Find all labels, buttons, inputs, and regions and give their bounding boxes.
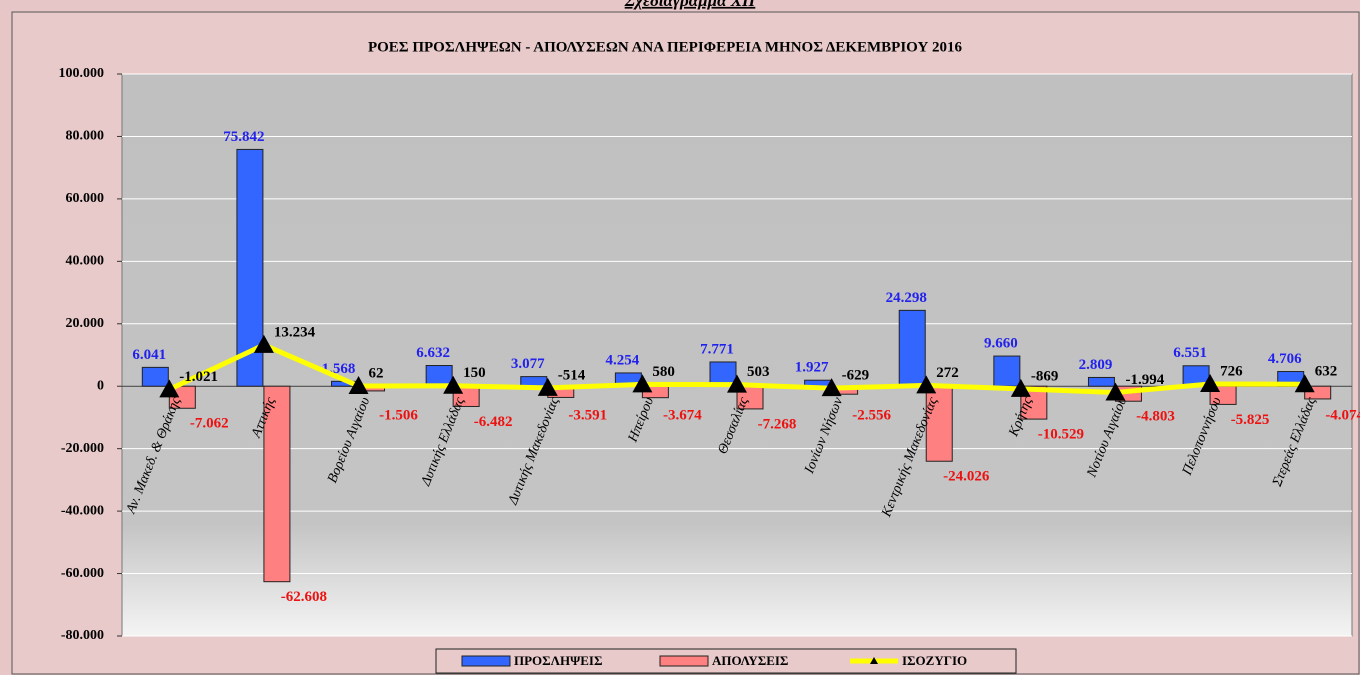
data-label: -62.608 <box>281 589 327 605</box>
data-label: -1.994 <box>1125 372 1164 388</box>
bar <box>898 309 926 387</box>
data-label: 726 <box>1220 363 1243 379</box>
legend-swatch <box>659 655 709 667</box>
data-label: -6.482 <box>474 414 513 430</box>
bar <box>993 355 1021 387</box>
data-label: -629 <box>842 368 870 384</box>
marker <box>632 374 653 393</box>
y-tick-label: -80.000 <box>61 628 104 643</box>
data-label: -10.529 <box>1038 427 1084 443</box>
legend-marker <box>870 657 878 664</box>
data-label: 150 <box>463 365 486 381</box>
data-label: 4.254 <box>606 352 640 368</box>
marker <box>159 379 180 398</box>
plot-area <box>121 73 1353 637</box>
marker <box>1010 378 1031 397</box>
bar <box>141 366 169 387</box>
data-label: -4.074 <box>1325 408 1360 424</box>
data-label: -2.556 <box>852 408 891 424</box>
data-label: 9.660 <box>984 335 1018 351</box>
data-label: 24.298 <box>886 290 927 306</box>
y-tick-label: 40.000 <box>66 254 105 269</box>
y-tick-label: 0 <box>97 378 104 393</box>
bar <box>925 385 953 462</box>
data-label: -24.026 <box>943 469 990 485</box>
data-label: 1.927 <box>795 360 829 376</box>
data-label: -4.803 <box>1136 409 1175 425</box>
data-label: -1.506 <box>379 408 418 424</box>
marker <box>1294 374 1315 393</box>
data-label: 75.842 <box>223 129 264 145</box>
legend-label: ΙΣΟΖΥΓΙΟ <box>902 653 967 668</box>
y-tick-label: -40.000 <box>61 503 104 518</box>
bar <box>263 385 291 583</box>
y-tick-label: 80.000 <box>66 129 105 144</box>
legend-box <box>435 648 1017 674</box>
data-label: 4.706 <box>1268 351 1302 367</box>
data-label: -7.062 <box>190 416 229 432</box>
y-tick-label: -20.000 <box>61 441 104 456</box>
marker <box>537 377 558 396</box>
bar <box>1087 376 1115 387</box>
y-tick-label: 60.000 <box>66 191 105 206</box>
data-label: -514 <box>558 367 586 383</box>
data-label: -5.825 <box>1231 412 1270 428</box>
legend-label: ΑΠΟΛΥΣΕΙΣ <box>712 653 788 668</box>
y-tick-label: -60.000 <box>61 566 104 581</box>
marker <box>821 378 842 397</box>
data-label: 7.771 <box>700 341 734 357</box>
marker <box>443 375 464 394</box>
data-label: 6.632 <box>416 345 450 361</box>
data-label: -869 <box>1031 368 1059 384</box>
data-label: 2.809 <box>1079 357 1113 373</box>
data-label: -3.591 <box>568 408 607 424</box>
legend-label: ΠΡΟΣΛΗΨΕΙΣ <box>514 653 602 668</box>
marker <box>348 376 369 395</box>
header-note: Σχεδιάγραμμα XII <box>624 0 757 10</box>
data-label: 62 <box>369 365 384 381</box>
marker <box>1200 373 1221 392</box>
data-label: 632 <box>1315 364 1338 380</box>
data-label: 6.041 <box>132 347 166 363</box>
bar <box>520 376 548 387</box>
data-label: -1.021 <box>179 369 218 385</box>
data-label: 272 <box>936 365 959 381</box>
marker <box>253 334 274 353</box>
y-tick-label: 100.000 <box>59 66 105 81</box>
marker <box>1105 382 1126 401</box>
chart-title: ΡΟΕΣ ΠΡΟΣΛΗΨΕΩΝ - ΑΠΟΛΥΣΕΩΝ ΑΝΑ ΠΕΡΙΦΕΡΕ… <box>368 39 963 55</box>
marker <box>916 375 937 394</box>
data-label: 580 <box>652 364 675 380</box>
data-label: -7.268 <box>758 416 797 432</box>
bar <box>425 365 453 387</box>
marker <box>727 374 747 393</box>
data-label: 6.551 <box>1173 345 1207 361</box>
data-label: 503 <box>747 364 770 380</box>
y-tick-label: 20.000 <box>66 316 105 331</box>
data-label: 3.077 <box>511 356 545 372</box>
data-label: -3.674 <box>663 408 702 424</box>
legend-swatch <box>461 655 511 667</box>
data-label: 13.234 <box>274 324 316 340</box>
